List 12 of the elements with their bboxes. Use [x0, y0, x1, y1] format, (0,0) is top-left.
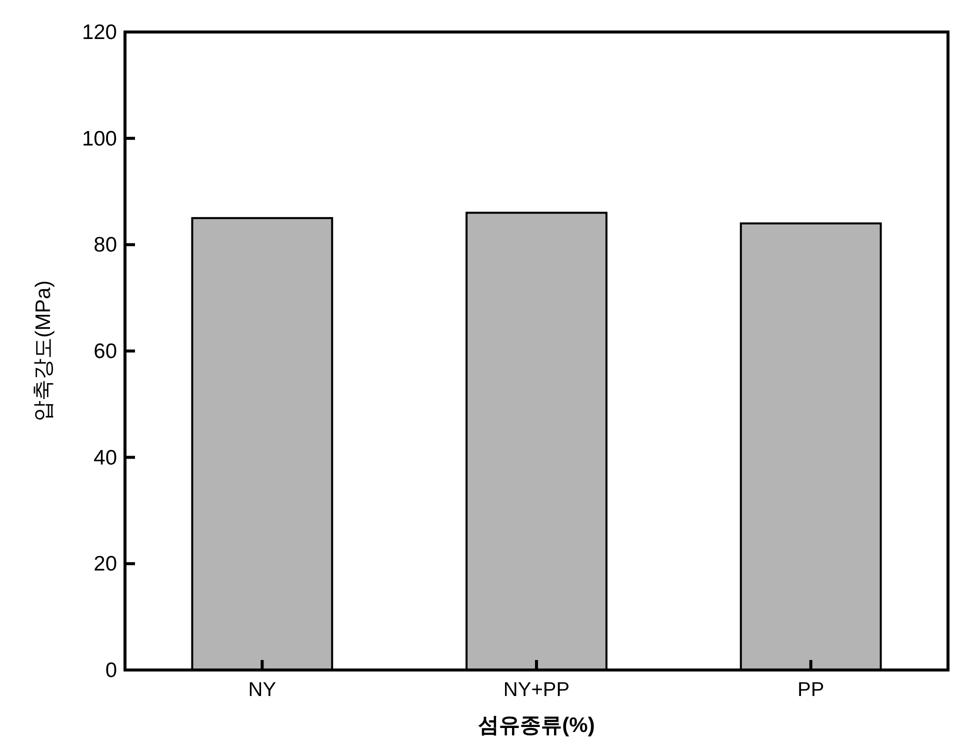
x-tick-label: NY: [248, 679, 276, 701]
y-tick-label: 100: [82, 127, 117, 150]
y-tick-label: 60: [94, 340, 117, 363]
y-tick-label: 40: [94, 446, 117, 470]
y-axis-title: 압축강도(MPa): [32, 280, 55, 422]
y-tick-label: 80: [94, 234, 117, 257]
x-axis-title: 섬유종류(%): [478, 714, 595, 737]
y-tick-label: 0: [105, 659, 117, 682]
y-tick-label: 20: [94, 552, 117, 576]
y-tick-label: 120: [82, 21, 117, 44]
x-tick-label: NY+PP: [503, 679, 570, 701]
x-tick-label: PP: [797, 679, 824, 701]
